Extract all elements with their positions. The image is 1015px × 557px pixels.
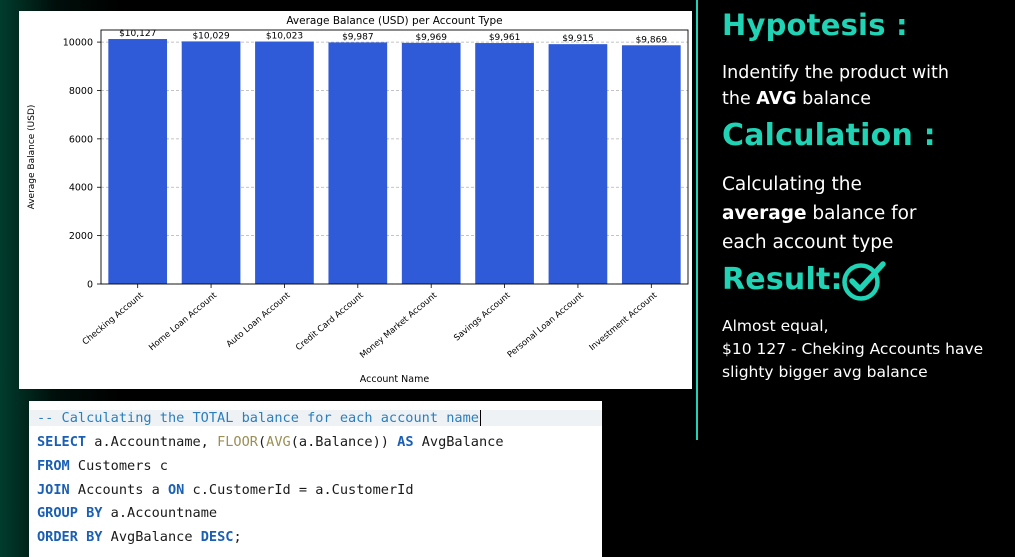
sql-text: ( [257, 434, 267, 450]
sql-keyword: GROUP BY [37, 505, 103, 521]
bar-data-label: $9,969 [415, 33, 447, 43]
y-tick-label: 2000 [69, 231, 93, 242]
sql-text: Customers c [69, 458, 168, 474]
bar [108, 39, 168, 285]
check-circle-icon [842, 261, 886, 301]
bar-data-label: $9,961 [489, 33, 521, 43]
sql-text: AvgBalance [413, 434, 504, 450]
y-tick-label: 4000 [69, 183, 93, 194]
sql-text: a.Accountname [102, 505, 218, 521]
bar [181, 41, 241, 285]
sql-keyword: JOIN [37, 482, 70, 498]
vertical-divider [696, 0, 698, 440]
y-tick-label: 0 [87, 280, 93, 291]
calculation-line-2: average balance for [722, 199, 917, 228]
x-tick-label: Auto Loan Account [225, 290, 293, 349]
x-axis-label: Account Name [360, 374, 430, 385]
sql-keyword: DESC [200, 529, 234, 545]
y-tick-label: 10000 [63, 38, 93, 49]
result-line-3: slighty bigger avg balance [722, 363, 928, 381]
result-heading: Result: [722, 262, 843, 297]
sql-text: ; [233, 529, 242, 545]
code-line: FROM Customers c [37, 458, 168, 474]
y-tick-label: 8000 [69, 86, 93, 97]
hypothesis-text: Indentify the product with the AVG balan… [722, 60, 949, 112]
plot-frame [100, 29, 689, 285]
code-line: JOIN Accounts a ON c.CustomerId = a.Cust… [37, 482, 414, 498]
bar [328, 42, 388, 284]
hypothesis-line-1: Indentify the product with [722, 63, 949, 83]
x-tick-label: Investment Account [588, 290, 660, 353]
bar-data-label: $10,029 [192, 31, 229, 41]
bar-data-label: $9,987 [342, 32, 374, 42]
result-line-1: Almost equal, [722, 317, 829, 335]
hypothesis-line-2-post: balance [796, 89, 872, 109]
bar [621, 45, 681, 284]
sql-text: Accounts a [69, 482, 168, 498]
bar-chart: Average Balance (USD) per Account Type 0 2… [19, 11, 692, 389]
hypothesis-line-2: the AVG balance [722, 86, 949, 112]
bar [475, 43, 534, 284]
bar [401, 42, 461, 285]
sql-keyword: AS [397, 434, 414, 450]
calculation-heading: Calculation : [722, 118, 936, 153]
calculation-line-3: each account type [722, 232, 894, 253]
sql-text: AvgBalance [102, 529, 201, 545]
y-axis-label: Average Balance (USD) [27, 105, 37, 210]
hypothesis-line-2-pre: the [722, 89, 757, 109]
x-tick-label: Personal Loan Account [506, 290, 587, 360]
sql-function: AVG [266, 434, 291, 450]
x-tick-label: Savings Account [452, 290, 513, 343]
code-line: GROUP BY a.Accountname [37, 505, 217, 521]
bar-data-label: $10,127 [119, 29, 156, 39]
bar-chart-svg: Average Balance (USD) per Account Type 0 2… [27, 15, 689, 385]
sql-text: a.Accountname, [86, 434, 218, 450]
code-line: SELECT a.Accountname, FLOOR(AVG(a.Balanc… [37, 434, 504, 450]
bar [548, 44, 608, 284]
sql-keyword: FROM [37, 458, 70, 474]
bar-data-label: $10,023 [266, 32, 303, 42]
hypothesis-heading: Hypotesis : [722, 8, 908, 42]
x-tick-label: Checking Account [81, 290, 146, 347]
sql-text: c.CustomerId = a.CustomerId [184, 482, 414, 498]
x-tick-label: Money Market Account [358, 290, 439, 361]
sql-keyword: ON [167, 482, 185, 498]
x-tick-label: Home Loan Account [147, 290, 219, 353]
chart-title: Average Balance (USD) per Account Type [286, 15, 502, 27]
sql-comment: -- Calculating the TOTAL balance for eac… [37, 410, 479, 426]
sql-code-editor[interactable]: -- Calculating the TOTAL balance for eac… [29, 401, 602, 557]
calculation-bold-average: average [722, 203, 807, 224]
bar-data-label: $9,869 [636, 35, 668, 45]
sql-function: FLOOR [217, 434, 258, 450]
sql-keyword: ORDER BY [37, 529, 103, 545]
result-line-2: $10 127 - Cheking Accounts have [722, 340, 984, 358]
text-cursor [479, 410, 481, 426]
calculation-text: Calculating the average balance for each… [722, 170, 917, 257]
calculation-line-1: Calculating the [722, 174, 862, 195]
hypothesis-bold-avg: AVG [756, 89, 797, 109]
bar [255, 41, 314, 285]
code-line: ORDER BY AvgBalance DESC; [37, 529, 242, 545]
sql-text: (a.Balance)) [290, 434, 398, 450]
bar-data-label: $9,915 [562, 34, 594, 44]
sql-keyword: SELECT [37, 434, 87, 450]
calculation-line-2-post: balance for [806, 203, 917, 224]
y-tick-label: 6000 [69, 134, 93, 145]
code-line: -- Calculating the TOTAL balance for eac… [29, 410, 602, 426]
result-text: Almost equal, $10 127 - Cheking Accounts… [722, 315, 983, 384]
x-tick-label: Credit Card Account [294, 290, 366, 353]
